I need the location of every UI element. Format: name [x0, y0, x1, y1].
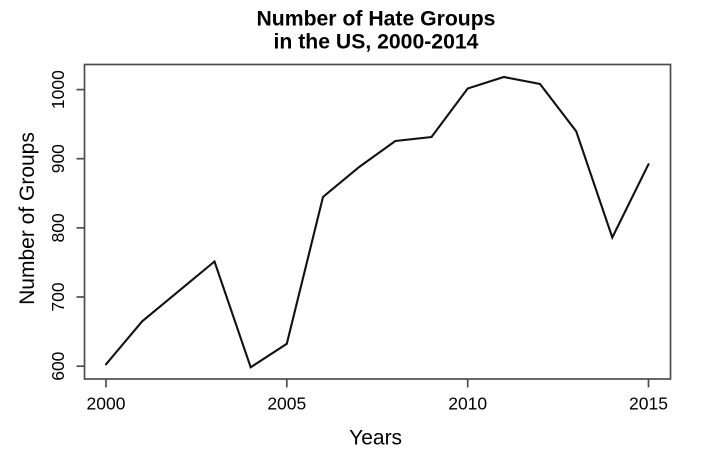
svg-text:800: 800 [48, 213, 68, 242]
svg-text:in the US, 2000-2014: in the US, 2000-2014 [274, 31, 479, 54]
svg-text:Years: Years [349, 427, 402, 450]
svg-text:2005: 2005 [267, 394, 306, 414]
svg-text:2010: 2010 [448, 394, 487, 414]
svg-text:900: 900 [48, 144, 68, 173]
svg-text:Number of Hate Groups: Number of Hate Groups [257, 8, 496, 31]
svg-text:600: 600 [48, 351, 68, 380]
svg-text:700: 700 [48, 282, 68, 311]
svg-text:1000: 1000 [48, 70, 68, 109]
svg-text:2015: 2015 [629, 394, 668, 414]
svg-text:2000: 2000 [87, 394, 126, 414]
svg-text:Number of Groups: Number of Groups [16, 132, 39, 305]
